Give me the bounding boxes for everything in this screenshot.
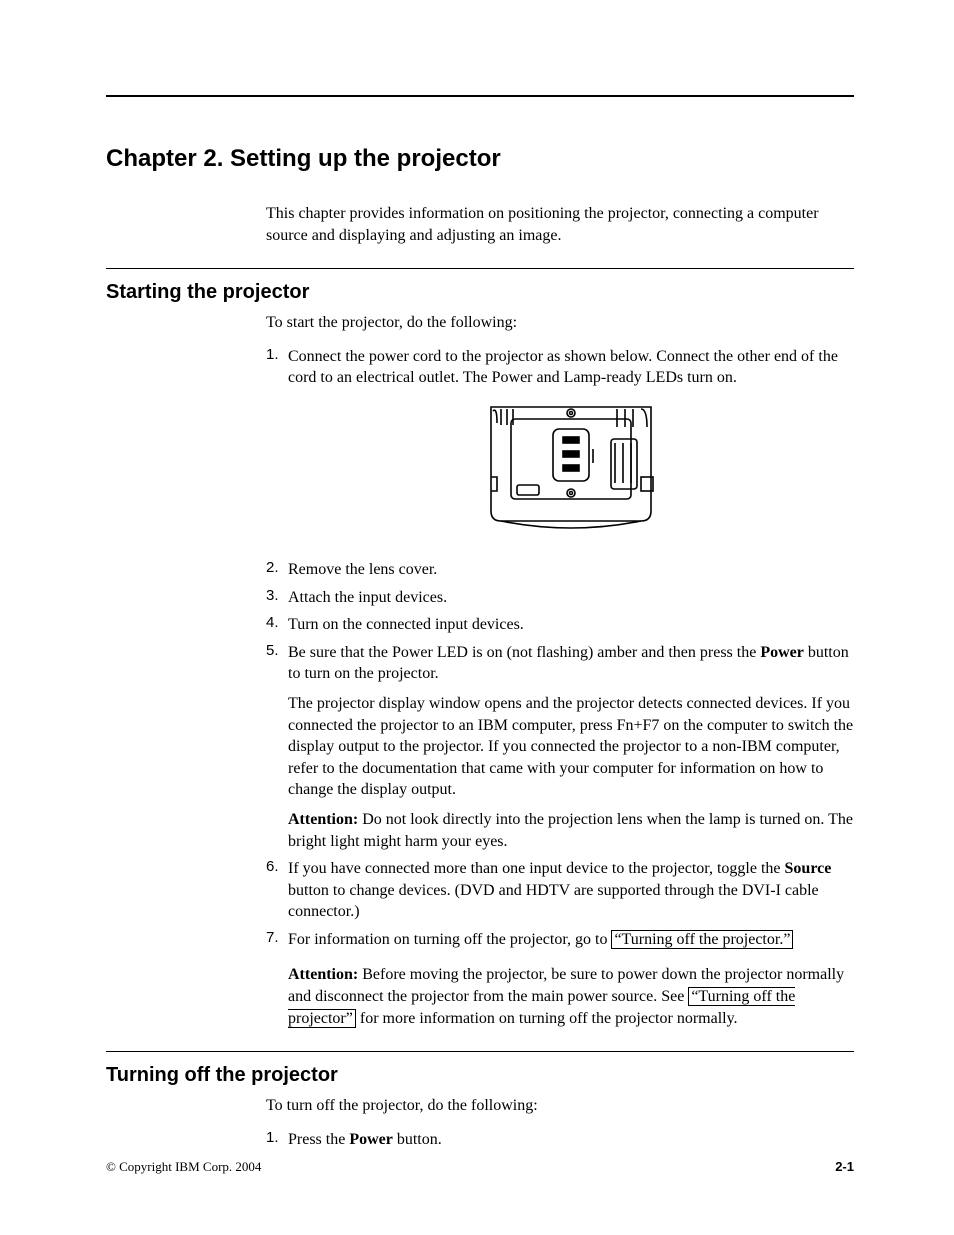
list-item: 4. Turn on the connected input devices. xyxy=(266,614,854,636)
section1-steps: 1. Connect the power cord to the project… xyxy=(266,346,854,951)
attention-label: Attention: xyxy=(288,966,358,983)
section1-lead: To start the projector, do the following… xyxy=(266,312,854,334)
list-item: 5. Be sure that the Power LED is on (not… xyxy=(266,642,854,852)
step-text: For information on turning off the proje… xyxy=(288,929,854,951)
power-label: Power xyxy=(760,644,804,661)
source-label: Source xyxy=(785,860,832,877)
projector-rear-diagram xyxy=(481,399,661,539)
list-item: 3. Attach the input devices. xyxy=(266,587,854,609)
top-rule xyxy=(106,95,854,97)
step-text: Remove the lens cover. xyxy=(288,559,854,581)
step-number: 1. xyxy=(266,1129,288,1146)
section-rule-1 xyxy=(106,268,854,269)
step-text: Connect the power cord to the projector … xyxy=(288,346,854,389)
step-text: The projector display window opens and t… xyxy=(288,693,854,801)
list-item: 1. Connect the power cord to the project… xyxy=(266,346,854,553)
section2-title: Turning off the projector xyxy=(106,1064,854,1087)
projector-diagram-wrap xyxy=(288,399,854,539)
document-page: Chapter 2. Setting up the projector This… xyxy=(0,0,954,1235)
step-number: 3. xyxy=(266,587,288,604)
step-number: 6. xyxy=(266,858,288,875)
power-label: Power xyxy=(349,1131,393,1148)
attention-block: Attention: Before moving the projector, … xyxy=(288,964,854,1029)
step-text: Be sure that the Power LED is on (not fl… xyxy=(288,642,854,685)
section-rule-2 xyxy=(106,1051,854,1052)
attention-text: Attention: Do not look directly into the… xyxy=(288,809,854,852)
list-item: 7. For information on turning off the pr… xyxy=(266,929,854,951)
step-text: Attach the input devices. xyxy=(288,587,854,609)
step-text: If you have connected more than one inpu… xyxy=(288,858,854,923)
page-footer: © Copyright IBM Corp. 2004 2-1 xyxy=(106,1159,854,1175)
step-number: 5. xyxy=(266,642,288,659)
list-item: 2. Remove the lens cover. xyxy=(266,559,854,581)
step-number: 2. xyxy=(266,559,288,576)
step-number: 1. xyxy=(266,346,288,363)
chapter-title: Chapter 2. Setting up the projector xyxy=(106,145,854,173)
copyright-text: © Copyright IBM Corp. 2004 xyxy=(106,1159,261,1175)
step-number: 4. xyxy=(266,614,288,631)
list-item: 1. Press the Power button. xyxy=(266,1129,854,1151)
step-text: Turn on the connected input devices. xyxy=(288,614,854,636)
chapter-intro: This chapter provides information on pos… xyxy=(266,203,854,246)
section1-title: Starting the projector xyxy=(106,281,854,304)
cross-ref-link[interactable]: “Turning off the projector.” xyxy=(611,930,793,949)
section2-lead: To turn off the projector, do the follow… xyxy=(266,1095,854,1117)
step-text: Press the Power button. xyxy=(288,1129,854,1151)
section2-steps: 1. Press the Power button. xyxy=(266,1129,854,1151)
page-number: 2-1 xyxy=(835,1159,854,1175)
list-item: 6. If you have connected more than one i… xyxy=(266,858,854,923)
attention-label: Attention: xyxy=(288,811,358,828)
step-number: 7. xyxy=(266,929,288,946)
